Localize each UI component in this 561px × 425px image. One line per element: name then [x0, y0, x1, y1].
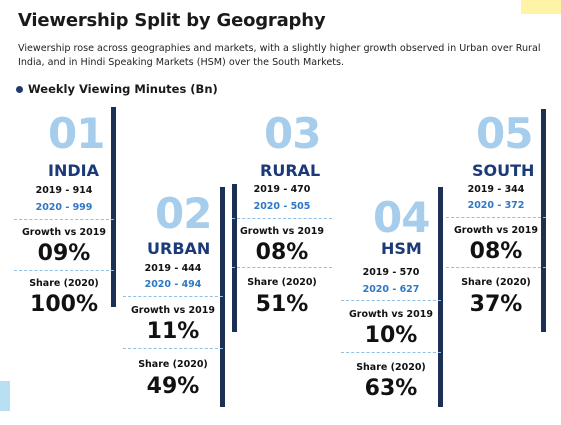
divider: [446, 217, 546, 218]
card-name: RURAL: [260, 161, 321, 180]
growth-label: Growth vs 2019: [240, 226, 324, 237]
divider: [123, 296, 223, 297]
growth-label: Growth vs 2019: [131, 305, 215, 316]
year-2020-value: 2020 - 505: [253, 201, 311, 212]
corner-accent: [521, 0, 561, 14]
year-2020-value: 2020 - 999: [35, 202, 93, 213]
year-2019-value: 2019 - 444: [144, 263, 202, 274]
divider: [123, 348, 223, 349]
growth-value: 08%: [469, 239, 523, 264]
year-2020-value: 2020 - 627: [362, 284, 420, 295]
card-rural: 03 RURAL 2019 - 470 2020 - 505 Growth vs…: [232, 107, 332, 332]
card-number: 02: [155, 189, 212, 238]
card-bar: [111, 107, 116, 307]
share-value: 63%: [364, 376, 418, 401]
divider: [232, 218, 332, 219]
year-2019-value: 2019 - 914: [35, 185, 93, 196]
card-bar: [541, 109, 546, 332]
card-bar: [232, 184, 237, 332]
share-value: 37%: [469, 292, 523, 317]
divider: [14, 270, 114, 271]
card-number: 04: [373, 193, 430, 242]
legend-dot-icon: [16, 85, 23, 93]
growth-value: 10%: [364, 323, 418, 348]
year-2020-value: 2020 - 372: [467, 200, 525, 211]
share-label: Share (2020): [138, 359, 208, 370]
page-subtitle: Viewership rose across geographies and m…: [18, 43, 541, 68]
divider: [232, 267, 332, 268]
card-number: 01: [48, 109, 105, 158]
legend: Weekly Viewing Minutes (Bn): [16, 82, 218, 96]
share-label: Share (2020): [461, 277, 531, 288]
year-2020-value: 2020 - 494: [144, 279, 202, 290]
card-bar: [438, 187, 443, 407]
card-name: HSM: [381, 239, 422, 258]
page-title: Viewership Split by Geography: [18, 10, 326, 31]
growth-value: 08%: [255, 240, 309, 265]
share-label: Share (2020): [29, 278, 99, 289]
share-value: 49%: [146, 374, 200, 399]
left-accent: [0, 381, 10, 411]
share-value: 100%: [30, 292, 98, 317]
year-2019-value: 2019 - 570: [362, 267, 420, 278]
card-name: URBAN: [147, 239, 211, 258]
card-number: 05: [476, 109, 533, 158]
growth-value: 09%: [37, 241, 91, 266]
year-2019-value: 2019 - 470: [253, 184, 311, 195]
growth-label: Growth vs 2019: [454, 225, 538, 236]
divider: [341, 300, 441, 301]
card-south: 05 SOUTH 2019 - 344 2020 - 372 Growth vs…: [446, 107, 546, 332]
divider: [446, 267, 546, 268]
growth-label: Growth vs 2019: [349, 309, 433, 320]
year-2019-value: 2019 - 344: [467, 184, 525, 195]
card-urban: 02 URBAN 2019 - 444 2020 - 494 Growth vs…: [123, 187, 225, 407]
card-number: 03: [264, 109, 321, 158]
growth-label: Growth vs 2019: [22, 227, 106, 238]
card-bar: [220, 187, 225, 407]
card-india: 01 INDIA 2019 - 914 2020 - 999 Growth vs…: [14, 107, 116, 347]
divider: [341, 352, 441, 353]
legend-label: Weekly Viewing Minutes (Bn): [28, 82, 218, 96]
card-name: INDIA: [48, 161, 99, 180]
card-hsm: 04 HSM 2019 - 570 2020 - 627 Growth vs 2…: [341, 187, 443, 407]
growth-value: 11%: [146, 319, 200, 344]
share-value: 51%: [255, 292, 309, 317]
divider: [14, 219, 114, 220]
share-label: Share (2020): [356, 362, 426, 373]
share-label: Share (2020): [247, 277, 317, 288]
card-name: SOUTH: [472, 161, 535, 180]
